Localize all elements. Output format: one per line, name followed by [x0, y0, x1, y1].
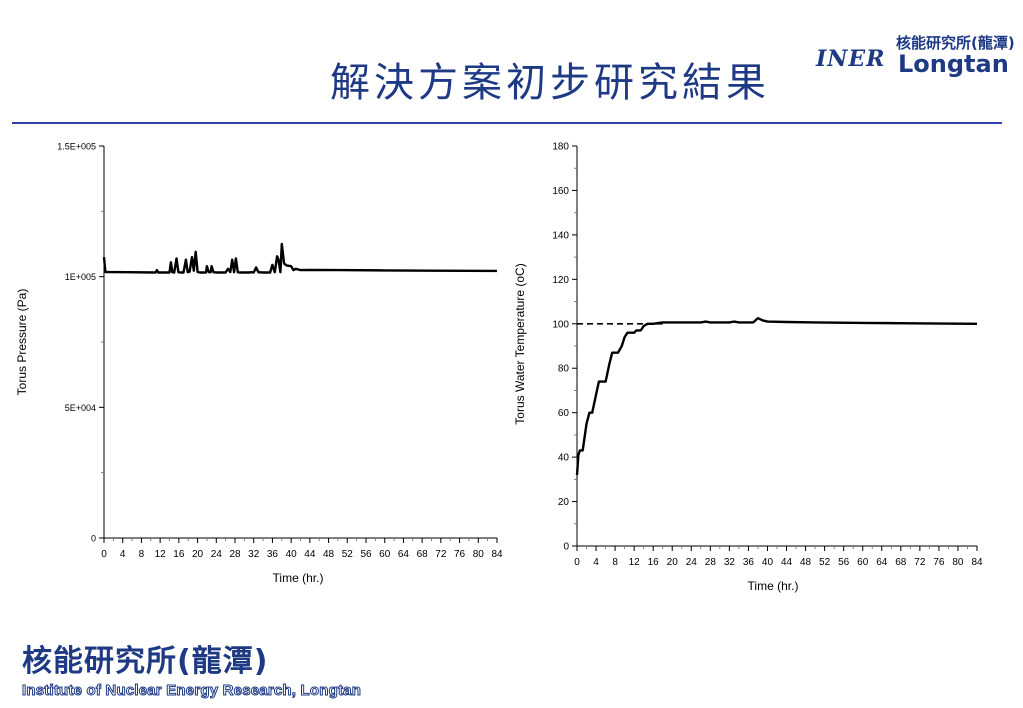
x-tick-label: 84 [971, 557, 983, 568]
y-tick-label: 60 [558, 408, 570, 419]
x-tick-label: 28 [229, 549, 241, 560]
x-tick-label: 48 [800, 557, 812, 568]
y-tick-label: 0 [91, 534, 96, 544]
series-line [575, 316, 978, 475]
x-tick-label: 16 [173, 549, 185, 560]
x-tick-label: 80 [473, 549, 485, 560]
x-axis-title: Time (hr.) [273, 571, 324, 585]
x-tick-label: 68 [895, 557, 907, 568]
y-tick-label: 20 [558, 497, 570, 508]
y-tick-label: 0 [563, 542, 569, 553]
x-tick-label: 24 [211, 549, 223, 560]
y-tick-label: 120 [552, 275, 569, 286]
y-tick-label: 180 [552, 142, 569, 153]
y-axis-title: Torus Pressure (Pa) [15, 289, 29, 396]
x-tick-label: 64 [876, 557, 888, 568]
x-tick-label: 36 [743, 557, 755, 568]
x-tick-label: 72 [914, 557, 926, 568]
iner-logo: INER 核能研究所(龍潭) Longtan [816, 30, 1016, 90]
x-tick-label: 44 [781, 557, 793, 568]
y-tick-label: 100 [552, 319, 569, 330]
x-tick-label: 4 [120, 549, 126, 560]
x-tick-label: 68 [417, 549, 429, 560]
x-axis-title: Time (hr.) [748, 579, 799, 593]
x-tick-label: 32 [724, 557, 736, 568]
x-tick-label: 8 [139, 549, 145, 560]
title-divider [12, 122, 1002, 124]
y-tick-label: 160 [552, 186, 569, 197]
x-tick-label: 76 [454, 549, 466, 560]
x-tick-label: 0 [574, 557, 580, 568]
x-tick-label: 12 [155, 549, 167, 560]
series-line [102, 242, 498, 274]
x-tick-label: 36 [267, 549, 279, 560]
x-tick-label: 44 [304, 549, 316, 560]
x-tick-label: 20 [667, 557, 679, 568]
x-tick-label: 16 [648, 557, 660, 568]
y-tick-label: 5E+004 [65, 403, 96, 413]
x-tick-label: 56 [838, 557, 850, 568]
logo-cn-text: 核能研究所(龍潭) [896, 34, 1015, 52]
x-tick-label: 8 [612, 557, 618, 568]
y-tick-label: 140 [552, 230, 569, 241]
y-tick-label: 1E+005 [65, 272, 96, 282]
x-tick-label: 32 [248, 549, 260, 560]
logo-mark: INER [816, 46, 886, 72]
x-tick-label: 80 [952, 557, 964, 568]
x-tick-label: 24 [686, 557, 698, 568]
x-tick-label: 12 [629, 557, 641, 568]
x-tick-label: 56 [360, 549, 372, 560]
x-tick-label: 84 [491, 549, 503, 560]
footer-cn: 核能研究所(龍潭) [22, 644, 269, 679]
x-tick-label: 48 [323, 549, 335, 560]
page-title: 解決方案初步研究結果 [330, 60, 770, 106]
x-tick-label: 0 [101, 549, 107, 560]
y-axis-title: Torus Water Temperature (oC) [513, 263, 527, 424]
footer-institute: 核能研究所(龍潭) Institute of Nuclear Energy Re… [21, 636, 362, 700]
x-tick-label: 28 [705, 557, 717, 568]
x-tick-label: 60 [857, 557, 869, 568]
x-tick-label: 76 [933, 557, 945, 568]
logo-longtan-text: Longtan [898, 50, 1009, 78]
x-tick-label: 20 [192, 549, 204, 560]
x-tick-label: 52 [819, 557, 831, 568]
y-tick-label: 1.5E+005 [57, 142, 96, 152]
x-tick-label: 40 [762, 557, 774, 568]
y-tick-label: 80 [558, 364, 570, 375]
x-tick-label: 60 [379, 549, 391, 560]
x-tick-label: 4 [593, 557, 599, 568]
y-tick-label: 40 [558, 453, 570, 464]
x-tick-label: 64 [398, 549, 410, 560]
footer-en: Institute of Nuclear Energy Research, Lo… [21, 682, 362, 700]
x-tick-label: 72 [435, 549, 447, 560]
x-tick-label: 40 [286, 549, 298, 560]
x-tick-label: 52 [342, 549, 354, 560]
